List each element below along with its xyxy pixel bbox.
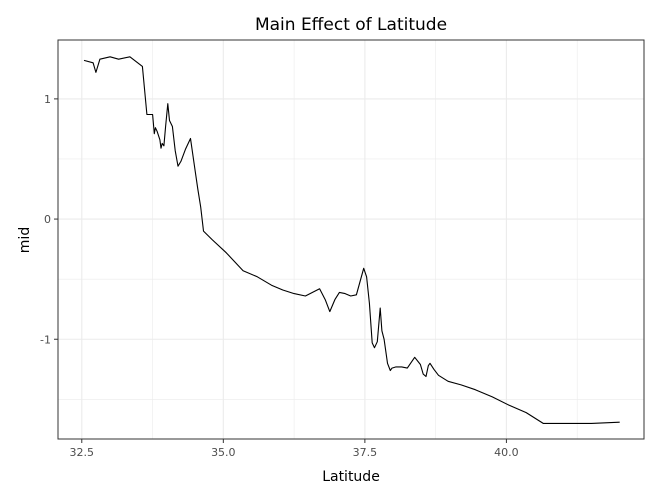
y-tick-label: -1 [40,333,51,346]
x-tick-label: 35.0 [211,446,236,459]
panel-border [57,39,645,440]
y-tick-label: 1 [44,93,51,106]
x-axis: 32.5 35.0 37.5 40.0 [70,439,519,459]
x-axis-title: Latitude [322,469,380,485]
x-tick-label: 32.5 [70,446,95,459]
x-tick-label: 37.5 [353,446,378,459]
x-tick-label: 40.0 [494,446,519,459]
series-layer [83,56,620,424]
chart-title: Main Effect of Latitude [255,15,447,35]
grid [58,40,644,439]
series-line [83,56,620,424]
y-axis: -1 0 1 [40,93,58,346]
y-axis-title: mid [17,227,33,253]
y-tick-label: 0 [44,213,51,226]
